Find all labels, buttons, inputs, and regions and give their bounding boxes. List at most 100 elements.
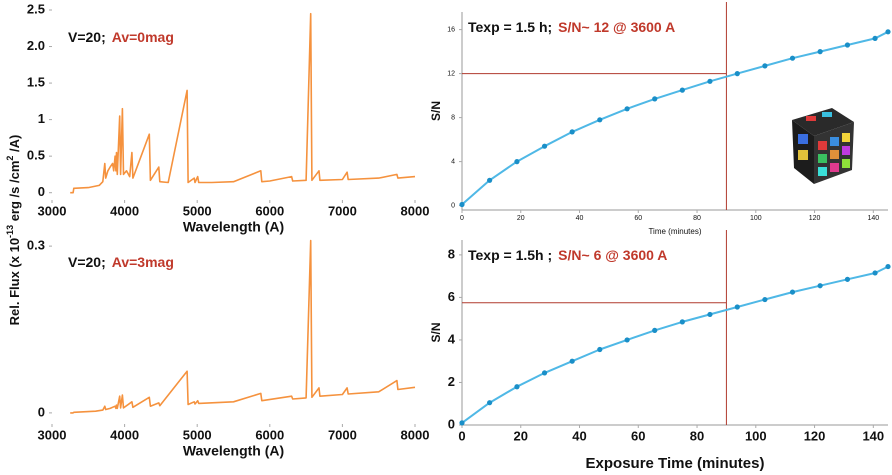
- y-tick-label: 0.3: [27, 238, 45, 253]
- x-tick-label: 6000: [255, 203, 284, 218]
- x-tick-label: 0: [460, 215, 464, 222]
- data-point: [679, 87, 685, 93]
- x-tick-label: 140: [867, 215, 879, 222]
- x-tick-label: 40: [572, 428, 586, 443]
- x-tick-label: 20: [517, 215, 525, 222]
- data-point: [707, 311, 713, 318]
- data-point: [541, 143, 548, 149]
- y-tick-label: 0: [448, 416, 455, 431]
- data-point: [514, 384, 520, 390]
- data-point: [459, 420, 465, 426]
- data-point: [844, 276, 851, 282]
- data-point: [459, 201, 465, 208]
- x-tick-label: 5000: [183, 427, 212, 442]
- annotation-part: S/N~ 12 @ 3600 A: [558, 19, 675, 35]
- y-label-part: /A): [7, 135, 22, 156]
- x-tick-label: 120: [804, 428, 826, 443]
- data-point: [569, 129, 575, 135]
- y-tick-label: 0: [38, 184, 45, 199]
- data-point: [487, 400, 493, 406]
- x-axis-label: Time (minutes): [648, 227, 701, 236]
- x-tick-label: 60: [634, 215, 642, 222]
- data-line: [70, 239, 416, 414]
- x-tick-label: 3000: [38, 427, 67, 442]
- shared-y-label: Rel. Flux (x 10-13 erg /s /cm2 /A): [5, 135, 22, 326]
- y-tick-label: 0.5: [27, 148, 45, 163]
- data-point: [789, 289, 796, 295]
- y-label-part: Rel. Flux (x 10: [7, 238, 22, 325]
- data-point: [707, 78, 713, 84]
- y-tick-label: 2.0: [27, 38, 45, 53]
- y-label-sup: -13: [5, 225, 15, 238]
- annotation-part: Av=3mag: [112, 254, 174, 270]
- data-point: [597, 117, 603, 123]
- data-point: [652, 96, 658, 102]
- annotation: Texp = 1.5h ; S/N~ 6 @ 3600 A: [468, 247, 667, 263]
- annotation: Texp = 1.5 h; S/N~ 12 @ 3600 A: [468, 19, 675, 35]
- data-point: [624, 337, 630, 343]
- x-tick-label: 140: [862, 428, 884, 443]
- data-point: [487, 177, 493, 183]
- y-tick-label: 2.5: [27, 1, 45, 16]
- data-point: [789, 55, 796, 61]
- x-tick-label: 4000: [110, 427, 139, 442]
- y-tick-label: 8: [451, 114, 455, 121]
- x-tick-label: 100: [750, 215, 762, 222]
- y-label-sup: 2: [5, 156, 15, 161]
- data-line: [70, 12, 416, 194]
- y-tick-label: 16: [447, 26, 455, 33]
- data-point: [679, 319, 685, 325]
- data-point: [734, 71, 740, 77]
- data-line: [461, 265, 889, 424]
- y-axis-label: S/N: [429, 322, 443, 342]
- y-tick-label: 12: [447, 70, 455, 77]
- annotation-part: V=20;: [68, 29, 106, 45]
- x-tick-label: 7000: [328, 427, 357, 442]
- x-axis-label: Wavelength (A): [183, 443, 284, 459]
- y-tick-label: 1: [38, 111, 45, 126]
- data-point: [569, 358, 575, 364]
- x-tick-label: 80: [690, 428, 704, 443]
- data-point: [762, 296, 768, 303]
- data-point: [885, 29, 891, 35]
- chart: 0 0.5 1 1.5 2.0 2.5 3000 4000 5000 6000 7000 8000 Wa…: [27, 1, 430, 234]
- y-tick-label: 2: [448, 374, 455, 389]
- y-tick-label: 4: [448, 331, 456, 346]
- y-axis-label: S/N: [429, 101, 443, 121]
- data-point: [597, 346, 603, 353]
- x-tick-label: 60: [631, 428, 645, 443]
- x-tick-label: 8000: [401, 203, 430, 218]
- y-tick-label: 0: [451, 202, 455, 209]
- annotation-part: Av=0mag: [112, 29, 174, 45]
- x-axis-label: Wavelength (A): [183, 219, 284, 235]
- x-axis-label: Exposure Time (minutes): [586, 455, 765, 472]
- annotation: V=20; Av=0mag: [68, 29, 174, 45]
- data-point: [885, 263, 891, 270]
- data-point: [817, 283, 823, 289]
- data-point: [734, 304, 740, 310]
- annotation-part: Texp = 1.5 h;: [468, 19, 552, 35]
- data-point: [514, 159, 520, 165]
- annotation: V=20; Av=3mag: [68, 254, 174, 270]
- x-tick-label: 100: [745, 428, 767, 443]
- x-tick-label: 3000: [38, 203, 67, 218]
- x-tick-label: 40: [576, 215, 584, 222]
- data-point: [762, 63, 768, 69]
- data-point: [844, 42, 851, 48]
- x-tick-label: 80: [693, 215, 701, 222]
- x-tick-label: 4000: [110, 203, 139, 218]
- x-tick-label: 5000: [183, 203, 212, 218]
- data-point: [872, 35, 878, 42]
- y-tick-label: 4: [451, 158, 455, 165]
- data-point: [872, 270, 878, 276]
- x-tick-label: 0: [458, 428, 465, 443]
- x-tick-label: 8000: [401, 427, 430, 442]
- annotation-part: S/N~ 6 @ 3600 A: [558, 247, 667, 263]
- data-point: [652, 327, 658, 333]
- y-tick-label: 0: [38, 404, 45, 419]
- annotation-part: Texp = 1.5h ;: [468, 247, 552, 263]
- chart: 0 0.3 3000 4000 5000 6000 7000 8000 Wavelength (…: [27, 238, 430, 459]
- annotation-part: V=20;: [68, 254, 106, 270]
